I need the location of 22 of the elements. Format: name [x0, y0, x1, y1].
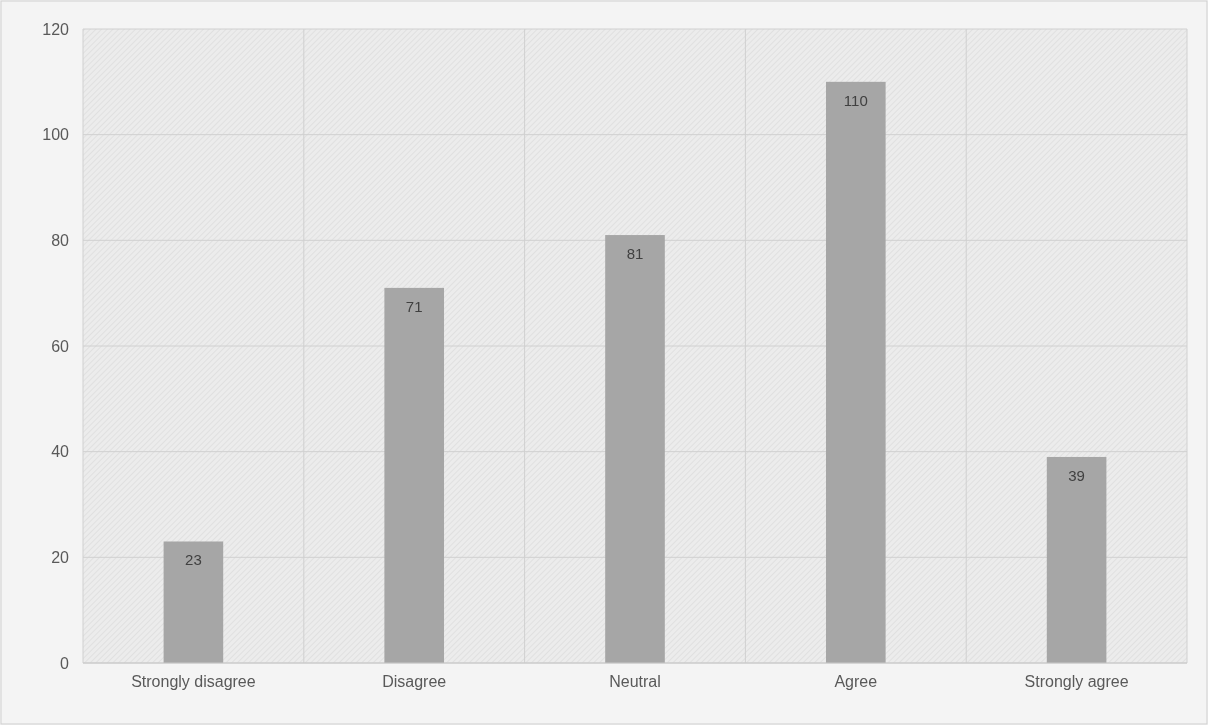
bar [825, 81, 886, 663]
x-tick-label: Strongly agree [1024, 673, 1129, 690]
x-tick-label: Disagree [382, 673, 447, 690]
x-tick-label: Neutral [609, 673, 661, 690]
x-tick-label: Strongly disagree [131, 673, 256, 690]
y-tick-label: 40 [51, 443, 70, 461]
data-label: 23 [185, 551, 202, 569]
bar [1046, 456, 1107, 663]
x-tick-label: Agree [834, 673, 878, 690]
y-tick-label: 100 [42, 126, 70, 144]
data-label: 110 [843, 91, 868, 109]
data-label: 71 [405, 297, 423, 315]
y-tick-label: 120 [42, 20, 70, 38]
bar [163, 541, 224, 663]
y-tick-label: 60 [51, 337, 70, 355]
bar [384, 287, 445, 663]
bar [605, 235, 665, 663]
y-tick-label: 80 [51, 231, 70, 249]
y-tick-label: 0 [60, 654, 70, 672]
data-label: 81 [626, 245, 644, 263]
y-tick-label: 20 [51, 548, 70, 566]
data-label: 39 [1068, 466, 1085, 484]
